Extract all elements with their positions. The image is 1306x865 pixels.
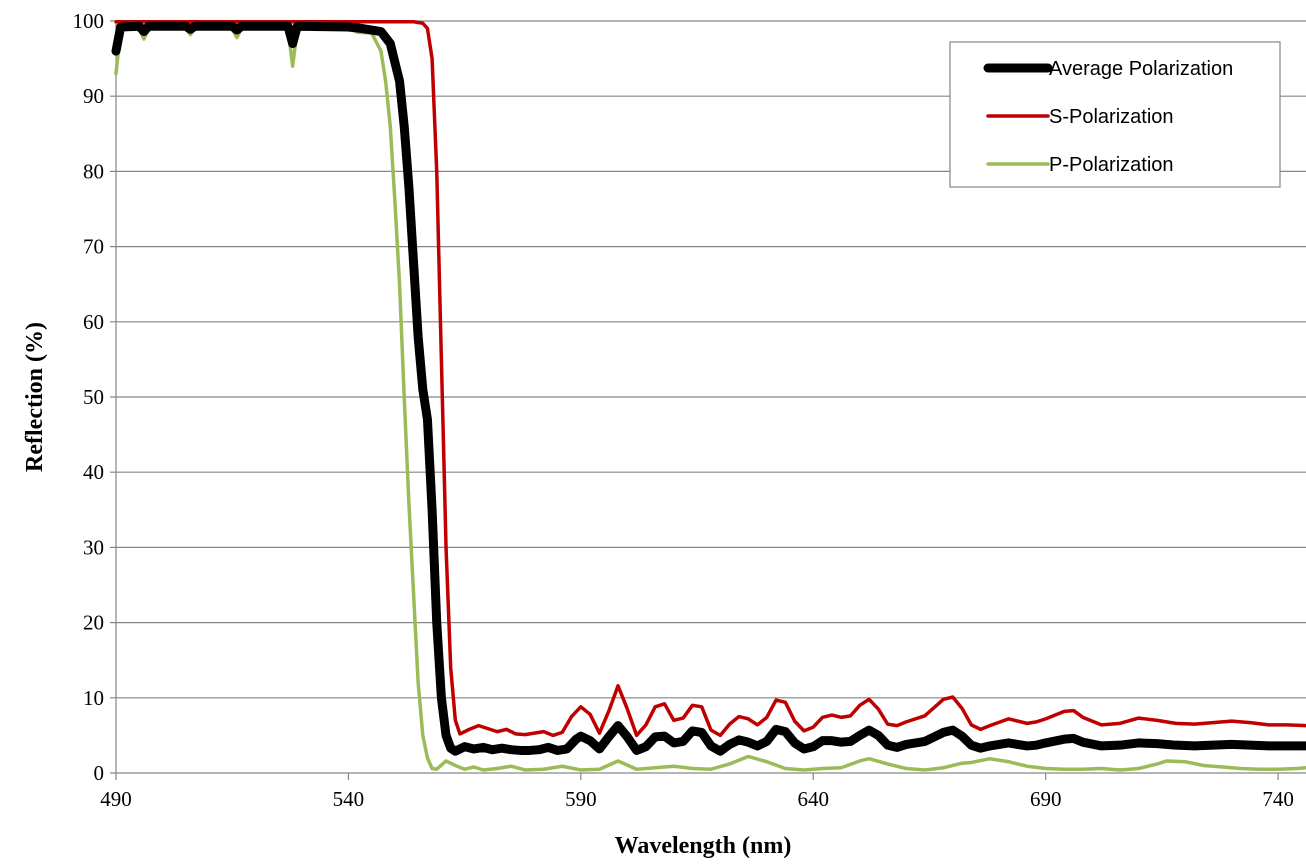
y-tick-label: 80 <box>83 159 104 183</box>
series-line-s-polarization <box>114 20 1306 738</box>
legend-label: Average Polarization <box>1049 58 1233 80</box>
legend: Average Polarization S-Polarization P-Pola… <box>949 41 1281 188</box>
y-tick-label: 50 <box>83 385 104 409</box>
y-tick-label: 0 <box>94 761 105 785</box>
y-axis-title: Reflection (%) <box>22 322 48 472</box>
legend-label: S-Polarization <box>1049 106 1174 128</box>
x-tick-label: 640 <box>798 787 830 811</box>
axes <box>110 20 1306 780</box>
y-tick-label: 60 <box>83 310 104 334</box>
x-tick-label: 490 <box>100 787 132 811</box>
legend-label: P-Polarization <box>1049 154 1174 176</box>
x-tick-label: 740 <box>1262 787 1294 811</box>
x-tick-label: 540 <box>333 787 365 811</box>
y-tick-label: 40 <box>83 460 104 484</box>
series-lines <box>111 20 1306 772</box>
x-tick-labels: 490 540 590 640 690 740 <box>100 787 1294 811</box>
y-tick-label: 30 <box>83 535 104 559</box>
y-tick-label: 20 <box>83 611 104 635</box>
y-tick-label: 100 <box>73 9 105 33</box>
x-tick-label: 690 <box>1030 787 1062 811</box>
y-tick-labels: 0 10 20 30 40 50 60 70 80 90 100 <box>73 9 105 785</box>
y-tick-label: 90 <box>83 84 104 108</box>
y-tick-label: 10 <box>83 686 104 710</box>
y-tick-label: 70 <box>83 235 104 259</box>
x-axis-title: Wavelength (nm) <box>615 833 792 859</box>
series-line-average-polarization <box>111 21 1306 756</box>
x-tick-label: 590 <box>565 787 597 811</box>
grid <box>116 20 1306 699</box>
